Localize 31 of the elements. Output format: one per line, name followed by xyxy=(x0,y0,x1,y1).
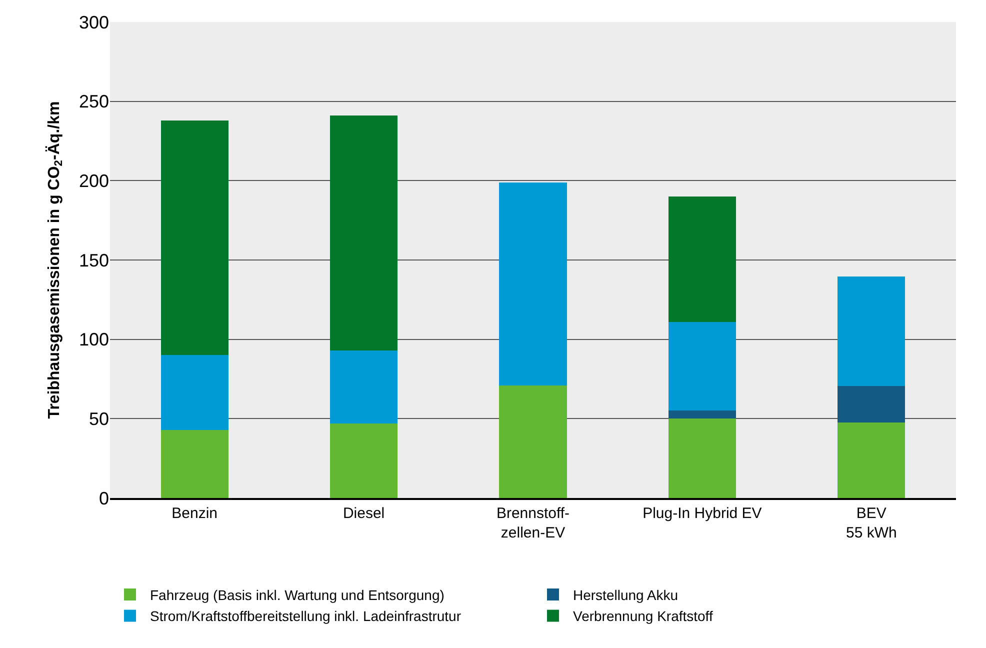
legend-label: Fahrzeug (Basis inkl. Wartung und Entsorgung) xyxy=(150,586,444,603)
y-tick-label: 300 xyxy=(78,12,109,32)
y-tick-label: 200 xyxy=(78,170,109,191)
bar xyxy=(838,386,906,423)
bar xyxy=(160,430,228,498)
legend-label: Verbrennung Kraftstoff xyxy=(573,608,713,624)
y-tick-label: 250 xyxy=(78,92,109,112)
x-tick-label: Plug-In Hybrid EV xyxy=(642,505,762,522)
y-tick-label: 0 xyxy=(98,488,109,508)
bar xyxy=(668,322,736,411)
y-tick-label: 100 xyxy=(78,330,109,350)
bar xyxy=(499,182,567,386)
bar xyxy=(838,276,906,386)
y-tick-label: 50 xyxy=(88,408,109,429)
legend-label: Strom/Kraftstoffbereitstellung inkl. Ladeinfrastrutur xyxy=(150,608,462,624)
x-tick-label: Benzin xyxy=(172,505,218,522)
bar xyxy=(668,196,736,322)
x-tick-label: BEV 55 kWh xyxy=(846,505,897,542)
x-tick-label: Brennstoff- zellen-EV xyxy=(496,505,570,542)
bar xyxy=(668,410,736,419)
bar xyxy=(160,355,228,430)
y-tick-label: 150 xyxy=(78,250,109,270)
bar xyxy=(330,116,398,350)
bar xyxy=(330,350,398,424)
bar xyxy=(160,120,228,356)
bar xyxy=(499,385,567,498)
bar xyxy=(838,422,906,498)
legend-label: Herstellung Akku xyxy=(573,586,678,603)
x-tick-label: Diesel xyxy=(342,505,385,522)
bar xyxy=(668,418,736,498)
bar xyxy=(330,423,398,498)
